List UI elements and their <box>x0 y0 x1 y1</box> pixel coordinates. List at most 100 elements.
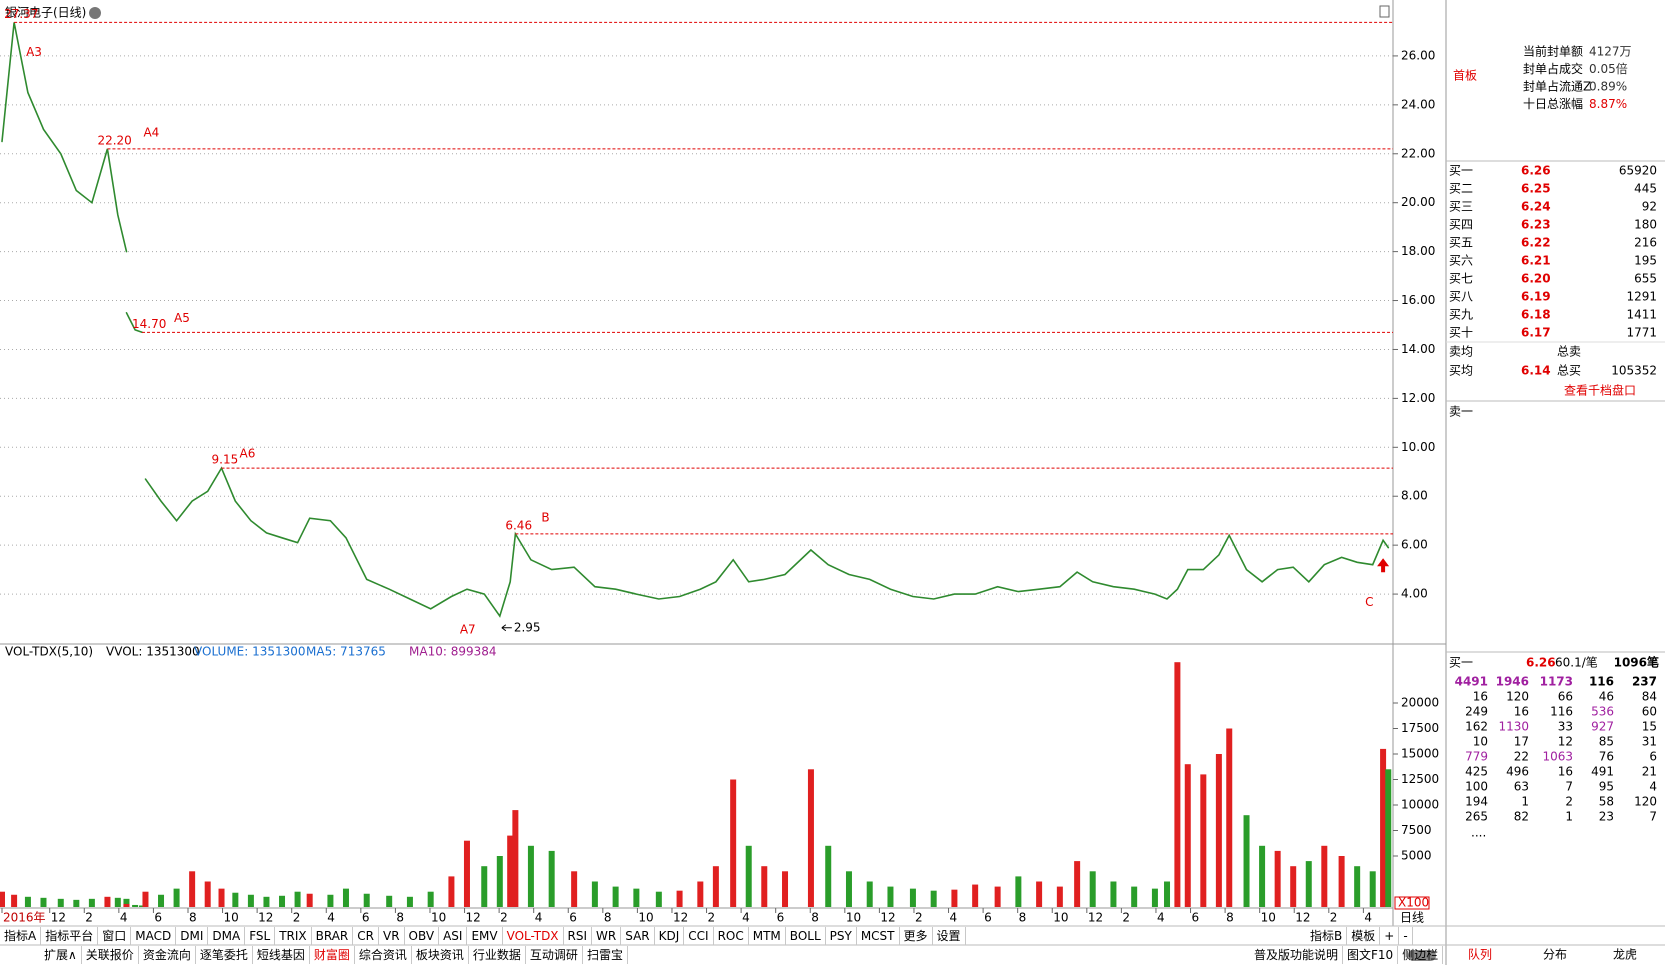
volume-bar <box>1089 871 1096 907</box>
volume-bar <box>845 871 852 907</box>
volume-bar <box>1200 774 1207 907</box>
queue-cell: 1 <box>1521 795 1529 809</box>
tab[interactable]: BOLL <box>786 927 826 945</box>
tab[interactable]: 图文F10 <box>1343 946 1399 964</box>
volume-bar <box>123 898 130 907</box>
x-tick-label: 4 <box>1364 911 1372 925</box>
tab[interactable]: VR <box>379 927 405 945</box>
y-tick-label: 10.00 <box>1401 440 1435 454</box>
queue-cell: 31 <box>1642 735 1657 749</box>
window-icon[interactable] <box>1379 5 1390 18</box>
tab[interactable]: 扫雷宝 <box>583 946 628 964</box>
bid-volume: 1771 <box>1626 326 1657 340</box>
tab[interactable]: VOL-TDX <box>503 927 564 945</box>
tab[interactable]: 指标A <box>0 927 42 945</box>
price-line <box>1 22 1390 618</box>
x-tick-label: 2 <box>915 911 923 925</box>
tab[interactable]: BRAR <box>312 927 354 945</box>
tab[interactable]: KDJ <box>655 927 685 945</box>
tab[interactable]: 财富圈 <box>310 946 355 964</box>
bid-volume: 216 <box>1634 236 1657 250</box>
tab[interactable]: PSY <box>826 927 857 945</box>
indicator-tabs-right: 指标B 模板 + - <box>1306 927 1413 945</box>
tab[interactable]: 互动调研 <box>526 946 583 964</box>
queue-cell: 116 <box>1589 675 1614 689</box>
volume-bar <box>40 897 47 907</box>
tab[interactable]: RSI <box>564 927 593 945</box>
tab[interactable]: 扩展∧ <box>40 946 82 964</box>
volume-bar <box>114 897 121 907</box>
volume-bar <box>1380 748 1387 907</box>
tab[interactable]: MCST <box>857 927 900 945</box>
badge: 首板 <box>1453 69 1477 83</box>
volume-bar <box>825 845 832 907</box>
tab[interactable]: 设置 <box>933 927 966 945</box>
tab[interactable]: 指标平台 <box>41 927 99 945</box>
volume-bar <box>1369 871 1376 907</box>
level-value: 6.46 <box>505 518 532 532</box>
queue-cell: 1130 <box>1498 720 1529 734</box>
panel-tab[interactable]: 龙虎 <box>1613 948 1637 962</box>
tab[interactable]: ASI <box>439 927 468 945</box>
x-tick-label: 10 <box>431 911 446 925</box>
tab[interactable]: OBV <box>405 927 440 945</box>
x-tick-label: 12 <box>1088 911 1103 925</box>
tab[interactable]: 指标B <box>1306 927 1348 945</box>
tab[interactable]: 短线基因 <box>253 946 310 964</box>
tab[interactable]: ROC <box>714 927 749 945</box>
x-tick-label: 12 <box>51 911 66 925</box>
tab[interactable]: CR <box>353 927 379 945</box>
tab[interactable]: 窗口 <box>98 927 132 945</box>
volume-bar <box>57 898 64 907</box>
tab[interactable]: 资金流向 <box>139 946 196 964</box>
tab[interactable]: 更多 <box>900 927 933 945</box>
tab[interactable]: MTM <box>749 927 786 945</box>
volume-bar <box>463 840 470 907</box>
tab[interactable]: 行业数据 <box>469 946 526 964</box>
tab[interactable]: DMI <box>176 927 209 945</box>
tab[interactable]: 逐笔委托 <box>196 946 253 964</box>
volume-bar <box>1274 850 1281 907</box>
legend-entry: VOLUME: 1351300 <box>194 645 306 659</box>
volume-bar <box>363 893 370 907</box>
queue-cell: 491 <box>1591 765 1614 779</box>
tab[interactable]: 普及版功能说明 <box>1250 946 1344 964</box>
queue-cell: 16 <box>1473 690 1488 704</box>
tab[interactable]: CCI <box>684 927 714 945</box>
tab[interactable]: MACD <box>131 927 177 945</box>
tab[interactable]: - <box>1399 927 1413 945</box>
period-label: 日线 <box>1400 911 1424 925</box>
queue-cell: 4 <box>1649 780 1657 794</box>
level-name: A5 <box>174 311 190 325</box>
tab[interactable]: 综合资讯 <box>355 946 412 964</box>
tab[interactable]: + <box>1380 927 1400 945</box>
volume-bar <box>1215 754 1222 907</box>
volume-bar <box>1110 881 1117 907</box>
depth-link[interactable]: 查看千档盘口 <box>1564 383 1636 398</box>
bid-price: 6.26 <box>1521 164 1551 178</box>
volume-bar <box>481 866 488 907</box>
panel-tab[interactable]: 队列 <box>1468 947 1492 962</box>
x-tick-label: 4 <box>535 911 543 925</box>
volume-bar <box>972 884 979 907</box>
x-tick-label: 4 <box>1157 911 1165 925</box>
panel-tab[interactable]: 分布 <box>1543 948 1567 962</box>
tab[interactable]: TRIX <box>275 927 312 945</box>
x-tick-label: 6 <box>154 911 162 925</box>
tab[interactable]: EMV <box>467 927 503 945</box>
tab[interactable]: WR <box>592 927 622 945</box>
tab[interactable]: FSL <box>245 927 276 945</box>
tab[interactable]: 关联报价 <box>82 946 139 964</box>
bid-label: 买六 <box>1449 254 1473 268</box>
tab[interactable]: SAR <box>621 927 655 945</box>
tab[interactable]: 侧边栏 <box>1398 946 1444 964</box>
tab[interactable]: 模板 <box>1347 927 1381 945</box>
menu-icon[interactable] <box>89 7 101 19</box>
tab[interactable]: 板块资讯 <box>412 946 469 964</box>
tab[interactable]: DMA <box>208 927 246 945</box>
x-tick-label: 2 <box>85 911 93 925</box>
volume-bar <box>512 810 519 907</box>
queue-cell: 425 <box>1465 765 1488 779</box>
toggle-icon[interactable] <box>1408 950 1436 961</box>
